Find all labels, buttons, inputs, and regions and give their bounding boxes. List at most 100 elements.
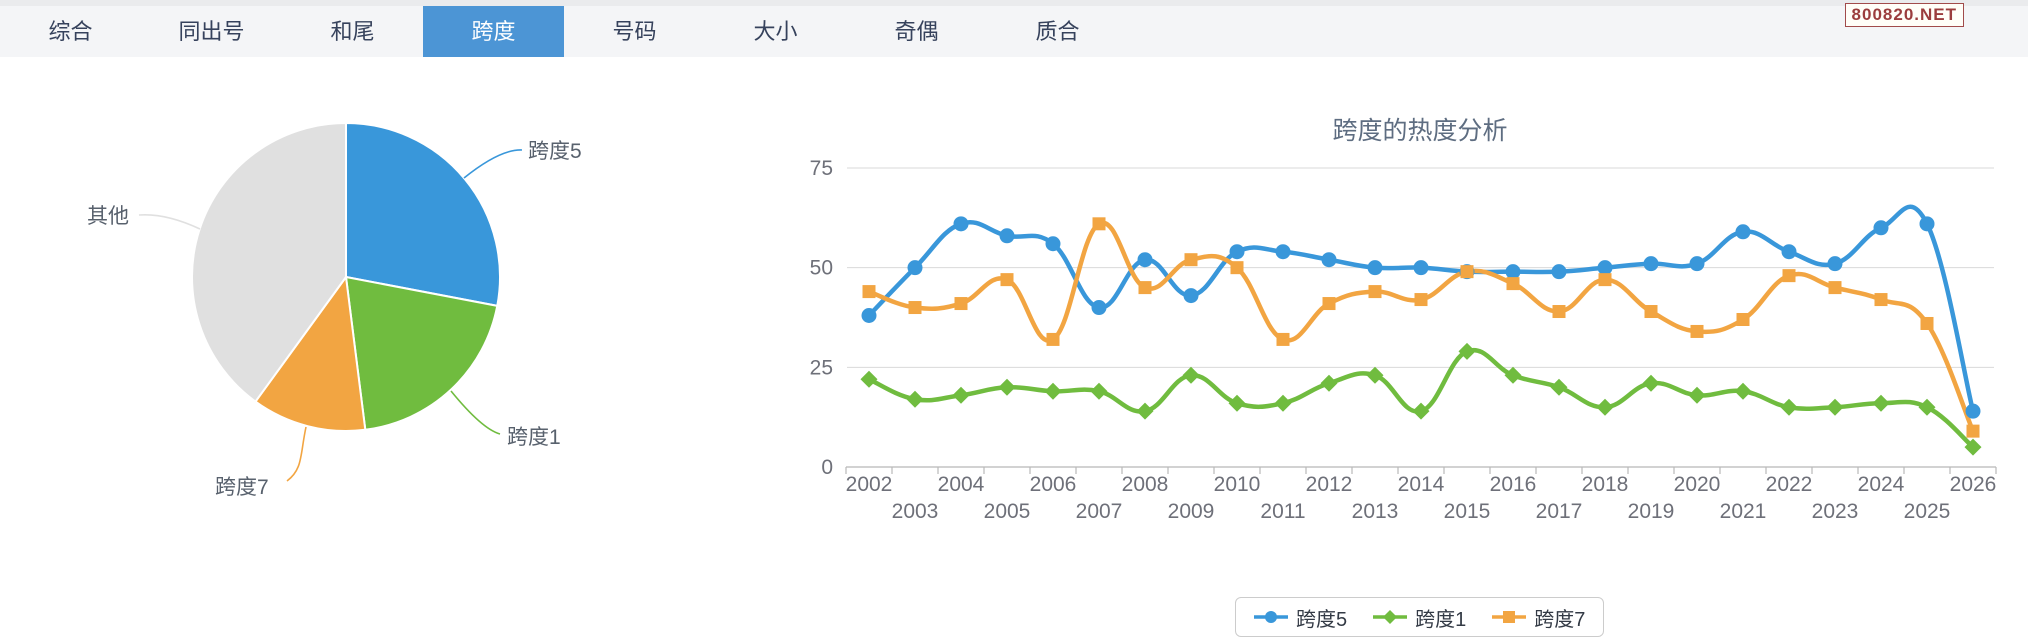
marker-kuadu7-2013 <box>1368 285 1382 299</box>
marker-kuadu1-2006 <box>1044 382 1062 400</box>
pie-chart: 跨度5 跨度1 跨度7 其他 <box>87 121 582 499</box>
square-marker-icon <box>1492 611 1527 623</box>
marker-kuadu5-2014 <box>1413 260 1429 276</box>
x-axis-label-2019: 2019 <box>1628 500 1675 523</box>
tab-haoma[interactable]: 号码 <box>612 19 657 44</box>
tab-jiou[interactable]: 奇偶 <box>894 19 939 44</box>
marker-kuadu7-2019 <box>1644 305 1658 319</box>
marker-kuadu1-2013 <box>1366 366 1384 384</box>
series-line-kuadu7 <box>866 220 1976 434</box>
x-axis-label-2010: 2010 <box>1214 473 1261 496</box>
marker-kuadu7-2010 <box>1230 261 1244 275</box>
x-axis-label-2006: 2006 <box>1030 473 1077 496</box>
marker-kuadu5-2020 <box>1689 256 1705 272</box>
marker-kuadu7-2017 <box>1552 305 1566 319</box>
tab-zhihe[interactable]: 质合 <box>1035 19 1080 44</box>
marker-kuadu5-2026 <box>1965 403 1981 419</box>
pie-slice-kuadu5[interactable] <box>345 121 501 308</box>
x-axis-label-2015: 2015 <box>1444 500 1491 523</box>
marker-kuadu7-2021 <box>1736 312 1750 326</box>
tab-kuadu[interactable]: 跨度 <box>423 6 564 57</box>
legend-label-kuadu7: 跨度7 <box>1534 608 1586 631</box>
marker-kuadu5-2005 <box>999 228 1015 244</box>
marker-kuadu5-2007 <box>1091 300 1107 316</box>
x-axis-label-2018: 2018 <box>1582 473 1629 496</box>
marker-kuadu1-2016 <box>1504 366 1522 384</box>
x-axis-label-2005: 2005 <box>984 500 1031 523</box>
marker-kuadu1-2002 <box>860 370 878 388</box>
x-axis-label-2026: 2026 <box>1950 473 1997 496</box>
marker-kuadu5-2021 <box>1735 224 1751 240</box>
marker-kuadu1-2024 <box>1872 394 1890 412</box>
pie-leader-kuadu1 <box>450 390 501 435</box>
pie-leader-kuadu5 <box>463 149 523 179</box>
pie-label-kuadu1: 跨度1 <box>507 426 561 449</box>
chart-stage: 跨度5 跨度1 跨度7 其他 跨度的热度分析 0 25 50 75 2002 2003 2004 2… <box>0 57 2028 637</box>
marker-kuadu5-2023 <box>1827 256 1843 272</box>
pie-slices <box>191 121 501 432</box>
marker-kuadu5-2009 <box>1183 288 1199 304</box>
x-axis-label-2020: 2020 <box>1674 473 1721 496</box>
marker-kuadu1-2004 <box>952 386 970 404</box>
x-axis-label-2002: 2002 <box>846 473 893 496</box>
marker-kuadu5-2012 <box>1321 252 1337 268</box>
legend-item-kuadu1[interactable]: 跨度1 <box>1373 603 1466 632</box>
marker-kuadu7-2014 <box>1414 293 1428 307</box>
pie-slice-kuadu1[interactable] <box>344 275 499 431</box>
marker-kuadu7-2012 <box>1322 297 1336 311</box>
marker-kuadu5-2025 <box>1919 216 1935 232</box>
tab-bar: 综合 同出号 和尾 跨度 号码 大小 奇偶 质合 <box>0 0 2028 58</box>
y-axis-label-75: 75 <box>810 157 833 180</box>
marker-kuadu5-2010 <box>1229 244 1245 260</box>
pie-label-qita: 其他 <box>87 205 129 228</box>
marker-kuadu5-2019 <box>1643 256 1659 272</box>
marker-kuadu7-2005 <box>1000 273 1014 287</box>
marker-kuadu1-2003 <box>906 390 924 408</box>
legend-item-kuadu7[interactable]: 跨度7 <box>1492 603 1585 632</box>
marker-kuadu1-2009 <box>1182 366 1200 384</box>
x-axis-label-2011: 2011 <box>1260 500 1305 523</box>
tab-hewei[interactable]: 和尾 <box>330 19 375 44</box>
marker-kuadu1-2017 <box>1550 378 1568 396</box>
marker-kuadu5-2022 <box>1781 244 1797 260</box>
tab-daxiao[interactable]: 大小 <box>753 19 798 44</box>
marker-kuadu7-2022 <box>1782 269 1796 283</box>
y-axis-label-50: 50 <box>810 257 833 280</box>
marker-kuadu7-2016 <box>1506 277 1520 291</box>
marker-kuadu1-2020 <box>1688 386 1706 404</box>
marker-kuadu7-2006 <box>1046 332 1060 346</box>
marker-kuadu7-2023 <box>1828 281 1842 295</box>
marker-kuadu1-2021 <box>1734 382 1752 400</box>
series-line-kuadu1 <box>866 347 1976 450</box>
diamond-marker-icon <box>1373 610 1408 624</box>
pie-slice-kuadu7[interactable] <box>254 274 367 432</box>
marker-kuadu1-2010 <box>1228 394 1246 412</box>
y-axis-label-0: 0 <box>821 456 833 479</box>
marker-kuadu7-2003 <box>908 301 922 315</box>
marker-kuadu1-2015 <box>1458 342 1476 360</box>
tab-tongchuhao[interactable]: 同出号 <box>178 19 245 44</box>
chart-legend: 跨度5 跨度1 跨度7 <box>1235 597 1605 637</box>
marker-kuadu1-2025 <box>1918 398 1936 416</box>
tab-zonghe[interactable]: 综合 <box>48 19 93 44</box>
marker-kuadu5-2006 <box>1045 236 1061 252</box>
marker-kuadu5-2013 <box>1367 260 1383 276</box>
marker-kuadu7-2018 <box>1598 273 1612 287</box>
axis-labels: 0 25 50 75 2002 2003 2004 2005 2006 2007 2008 2009 2… <box>810 157 1997 523</box>
marker-kuadu7-2011 <box>1276 332 1290 346</box>
marker-kuadu1-2012 <box>1320 374 1338 392</box>
marker-kuadu1-2007 <box>1090 382 1108 400</box>
legend-label-kuadu5: 跨度5 <box>1296 608 1348 631</box>
marker-kuadu5-2018 <box>1597 260 1613 276</box>
marker-kuadu1-2018 <box>1596 398 1614 416</box>
marker-kuadu5-2011 <box>1275 244 1291 260</box>
marker-kuadu7-2024 <box>1874 293 1888 307</box>
y-axis-label-25: 25 <box>810 356 833 379</box>
x-axis-label-2017: 2017 <box>1536 500 1583 523</box>
x-axis-label-2024: 2024 <box>1858 473 1905 496</box>
marker-kuadu1-2023 <box>1826 398 1844 416</box>
legend-item-kuadu5[interactable]: 跨度5 <box>1254 603 1347 632</box>
x-axis-label-2021: 2021 <box>1720 500 1767 523</box>
pie-leader-lines <box>138 149 523 482</box>
